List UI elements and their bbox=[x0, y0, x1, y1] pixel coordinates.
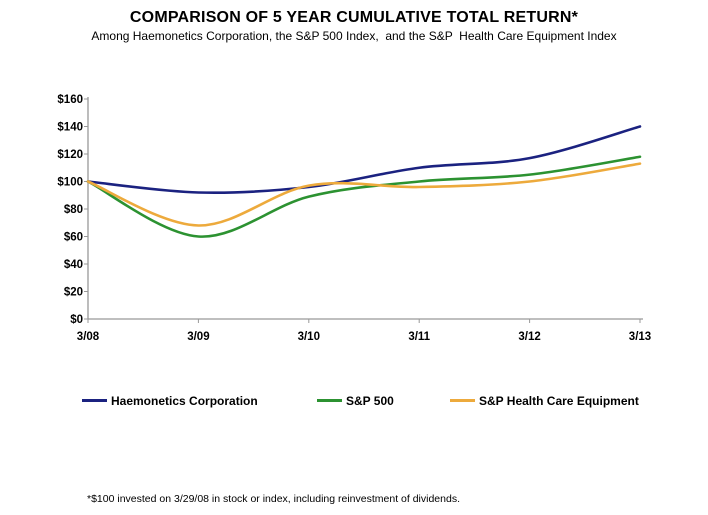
y-tick-label: $40 bbox=[64, 259, 83, 271]
legend-line-swatch-icon bbox=[317, 399, 342, 402]
chart-subtitle: Among Haemonetics Corporation, the S&P 5… bbox=[91, 29, 617, 43]
chart-title: COMPARISON OF 5 YEAR CUMULATIVE TOTAL RE… bbox=[129, 9, 579, 26]
y-tick-label: $100 bbox=[57, 177, 83, 189]
series-line-s-p-health-care-equipment bbox=[86, 162, 642, 227]
legend-item: Haemonetics Corporation bbox=[82, 393, 258, 408]
y-tick-label: $60 bbox=[64, 232, 83, 244]
series-line-s-p-500 bbox=[86, 155, 642, 238]
y-tick-label: $0 bbox=[70, 314, 83, 326]
y-tick-label: $80 bbox=[64, 204, 83, 216]
x-tick-label: 3/08 bbox=[77, 331, 100, 343]
x-tick-label: 3/13 bbox=[629, 331, 651, 343]
legend-item: S&P Health Care Equipment bbox=[450, 393, 639, 408]
y-tick-label: $140 bbox=[57, 122, 83, 134]
chart-footnote: *$100 invested on 3/29/08 in stock or in… bbox=[87, 458, 460, 515]
footnote-line-1: *$100 invested on 3/29/08 in stock or in… bbox=[87, 493, 460, 505]
y-tick-label: $160 bbox=[57, 94, 83, 106]
y-tick-label: $120 bbox=[57, 149, 83, 161]
x-tick-label: 3/12 bbox=[518, 331, 540, 343]
series-line-haemonetics-corporation bbox=[86, 125, 642, 194]
legend-label: Haemonetics Corporation bbox=[111, 393, 258, 408]
x-tick-label: 3/10 bbox=[298, 331, 320, 343]
legend-label: S&P 500 bbox=[346, 393, 394, 408]
y-tick-label: $20 bbox=[64, 287, 83, 299]
legend-line-swatch-icon bbox=[82, 399, 107, 402]
legend-item: S&P 500 bbox=[317, 393, 394, 408]
x-tick-label: 3/11 bbox=[408, 331, 430, 343]
x-tick-label: 3/09 bbox=[187, 331, 209, 343]
legend-line-swatch-icon bbox=[450, 399, 475, 402]
legend-label: S&P Health Care Equipment bbox=[479, 393, 639, 408]
chart-legend: Haemonetics Corporation S&P 500 S&P Health… bbox=[0, 393, 708, 409]
